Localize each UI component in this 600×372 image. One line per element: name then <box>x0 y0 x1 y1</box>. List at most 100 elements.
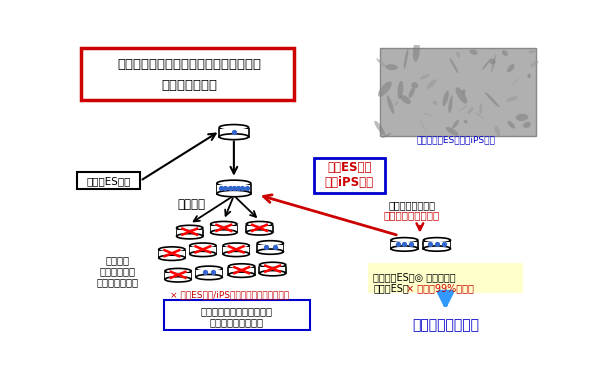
Ellipse shape <box>190 243 216 248</box>
Ellipse shape <box>391 238 418 243</box>
Ellipse shape <box>176 225 203 231</box>
Bar <box>229 268 254 275</box>
Ellipse shape <box>462 89 466 94</box>
Ellipse shape <box>246 230 272 235</box>
Ellipse shape <box>379 87 388 92</box>
Bar <box>260 267 286 273</box>
Ellipse shape <box>446 127 458 136</box>
Bar <box>211 226 236 232</box>
Ellipse shape <box>424 238 451 243</box>
Ellipse shape <box>223 243 250 248</box>
Bar <box>424 242 450 248</box>
Bar <box>247 226 272 232</box>
Ellipse shape <box>459 105 468 111</box>
Bar <box>190 247 215 254</box>
Ellipse shape <box>390 101 392 108</box>
Ellipse shape <box>420 74 430 80</box>
Ellipse shape <box>527 73 531 78</box>
Ellipse shape <box>385 64 398 70</box>
Text: 高頻度の細胞死: 高頻度の細胞死 <box>162 79 218 92</box>
Ellipse shape <box>223 251 250 257</box>
Ellipse shape <box>257 249 283 254</box>
Bar <box>223 247 249 254</box>
Ellipse shape <box>229 264 255 269</box>
Ellipse shape <box>211 230 237 235</box>
Text: 効率的な: 効率的な <box>106 255 130 265</box>
Bar <box>380 48 536 136</box>
Text: ヒトES細胞: ヒトES細胞 <box>327 161 371 174</box>
Ellipse shape <box>433 100 437 105</box>
Bar <box>217 185 250 193</box>
FancyBboxPatch shape <box>314 158 385 193</box>
Ellipse shape <box>450 95 454 99</box>
Ellipse shape <box>523 122 531 128</box>
Ellipse shape <box>400 95 411 104</box>
Ellipse shape <box>424 113 432 116</box>
Text: 大量の植え継ぎ: 大量の植え継ぎ <box>97 277 139 287</box>
Ellipse shape <box>443 91 449 106</box>
Text: 分散培養での: 分散培養での <box>100 266 136 276</box>
Ellipse shape <box>452 120 459 128</box>
Bar <box>166 273 191 279</box>
Ellipse shape <box>158 247 185 252</box>
Ellipse shape <box>217 190 251 197</box>
Text: 細胞分散での遺伝子導入や: 細胞分散での遺伝子導入や <box>201 306 273 316</box>
Text: マウスES細胞: マウスES細胞 <box>86 176 131 186</box>
Ellipse shape <box>259 262 286 267</box>
Ellipse shape <box>413 40 420 62</box>
Ellipse shape <box>455 87 467 104</box>
Ellipse shape <box>511 78 519 87</box>
Ellipse shape <box>494 126 500 136</box>
Ellipse shape <box>507 64 515 72</box>
Ellipse shape <box>376 58 386 67</box>
Ellipse shape <box>217 180 251 187</box>
Ellipse shape <box>397 81 403 99</box>
Ellipse shape <box>508 121 515 128</box>
Ellipse shape <box>378 81 392 97</box>
Ellipse shape <box>259 270 286 276</box>
Ellipse shape <box>409 88 415 98</box>
Bar <box>257 245 283 251</box>
Text: ヒトiPS細胞: ヒトiPS細胞 <box>325 176 374 189</box>
Ellipse shape <box>502 50 508 56</box>
Ellipse shape <box>530 61 539 67</box>
Ellipse shape <box>176 234 203 239</box>
Ellipse shape <box>485 92 500 108</box>
Text: 【マウスES】◎ 分散に強い: 【マウスES】◎ 分散に強い <box>373 272 456 282</box>
Ellipse shape <box>464 120 468 124</box>
Ellipse shape <box>382 133 391 138</box>
Text: 未分化ヒトES細胞・iPS細胞: 未分化ヒトES細胞・iPS細胞 <box>417 136 496 145</box>
Ellipse shape <box>529 50 536 53</box>
Ellipse shape <box>391 246 418 251</box>
Text: 【ヒトES】: 【ヒトES】 <box>373 283 409 293</box>
Ellipse shape <box>229 272 255 278</box>
FancyBboxPatch shape <box>164 300 310 330</box>
Ellipse shape <box>489 58 496 64</box>
Ellipse shape <box>419 120 427 131</box>
FancyBboxPatch shape <box>81 48 295 100</box>
Ellipse shape <box>374 121 385 135</box>
Ellipse shape <box>394 102 398 106</box>
Ellipse shape <box>165 269 191 274</box>
Ellipse shape <box>211 221 237 227</box>
Text: × 分散で99%細胞死: × 分散で99%細胞死 <box>406 283 474 293</box>
Text: 分化誘導なども困難: 分化誘導なども困難 <box>210 317 264 327</box>
Text: × ヒトES細胞/iPS細胞の分散による細胞死: × ヒトES細胞/iPS細胞の分散による細胞死 <box>170 291 290 299</box>
Ellipse shape <box>165 277 191 282</box>
Ellipse shape <box>411 82 418 89</box>
Ellipse shape <box>424 246 451 251</box>
FancyBboxPatch shape <box>368 263 523 294</box>
Ellipse shape <box>190 251 216 257</box>
Ellipse shape <box>449 58 458 74</box>
Ellipse shape <box>506 96 518 102</box>
Ellipse shape <box>257 241 283 246</box>
Bar <box>220 129 248 137</box>
Bar <box>196 270 222 277</box>
Ellipse shape <box>448 97 452 113</box>
Ellipse shape <box>479 103 482 114</box>
Text: 「株分け」植え継ぎ: 「株分け」植え継ぎ <box>384 211 440 221</box>
Ellipse shape <box>196 266 222 272</box>
Ellipse shape <box>456 51 460 58</box>
Text: 非効率的な少数の: 非効率的な少数の <box>389 200 436 210</box>
Ellipse shape <box>219 125 248 131</box>
